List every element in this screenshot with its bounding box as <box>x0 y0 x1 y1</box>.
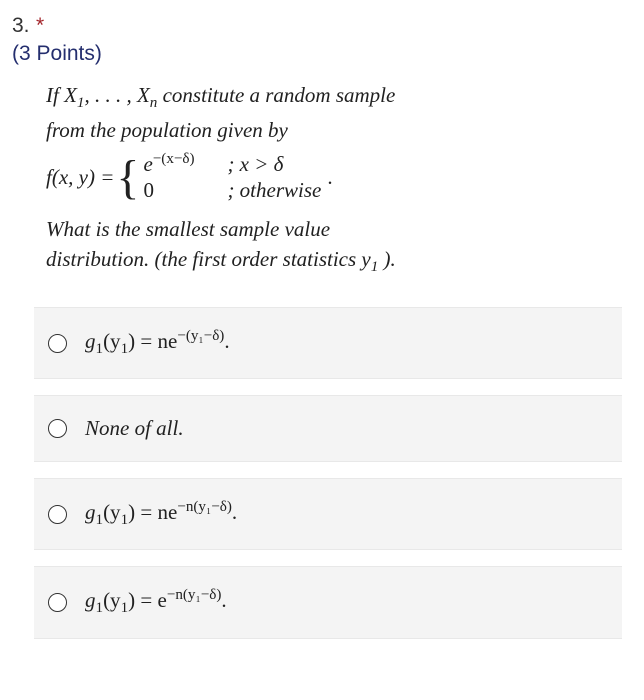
radio-icon[interactable] <box>48 593 67 612</box>
subscript: 1 <box>96 512 104 528</box>
options-list: g1(y1) = ne−(y₁−δ). None of all. g1(y1) … <box>12 307 644 639</box>
radio-icon[interactable] <box>48 334 67 353</box>
exponent: −n(y₁−δ) <box>167 587 222 603</box>
txt: (y <box>103 588 121 612</box>
left-brace-icon: { <box>116 154 139 202</box>
subscript: 1 <box>96 341 104 357</box>
piecewise-cases: e−(x−δ) ; x > δ 0 ; otherwise <box>143 152 321 204</box>
txt: (y <box>103 329 121 353</box>
case-row-2: 0 ; otherwise <box>143 178 321 204</box>
question-points: (3 Points) <box>12 42 644 66</box>
txt: ) = e <box>128 588 167 612</box>
question-body: If X1, . . . , Xn constitute a random sa… <box>12 80 644 279</box>
radio-icon[interactable] <box>48 505 67 524</box>
option-c[interactable]: g1(y1) = ne−n(y₁−δ). <box>34 478 622 550</box>
question-line-5: distribution. (the first order statistic… <box>46 244 624 279</box>
txt: ) = ne <box>128 500 177 524</box>
txt: If X <box>46 83 77 107</box>
txt: . <box>232 500 237 524</box>
question-header: 3. * <box>12 14 644 38</box>
option-c-label: g1(y1) = ne−n(y₁−δ). <box>85 499 237 529</box>
exponent: −(y₁−δ) <box>177 328 224 344</box>
exponent: −(x−δ) <box>153 151 195 167</box>
exponent: −n(y₁−δ) <box>177 499 232 515</box>
txt: ) = ne <box>128 329 177 353</box>
radio-icon[interactable] <box>48 419 67 438</box>
txt: g <box>85 588 96 612</box>
txt: . <box>224 329 229 353</box>
question-number: 3. <box>12 14 30 37</box>
subscript: 1 <box>121 341 129 357</box>
option-d-label: g1(y1) = e−n(y₁−δ). <box>85 587 227 617</box>
txt: . <box>221 588 226 612</box>
txt: g <box>85 500 96 524</box>
case-row-1: e−(x−δ) ; x > δ <box>143 152 321 178</box>
question-line-2: from the population given by <box>46 115 624 145</box>
txt: , . . . , X <box>84 83 149 107</box>
subscript: 1 <box>96 601 104 617</box>
fxy-label: f(x, y) = <box>46 162 114 192</box>
txt: g <box>85 329 96 353</box>
option-b[interactable]: None of all. <box>34 395 622 462</box>
question-line-4: What is the smallest sample value <box>46 214 624 244</box>
equation-period: . <box>327 162 332 192</box>
required-star: * <box>36 14 44 37</box>
txt: constitute a random sample <box>157 83 395 107</box>
txt: e <box>143 152 152 176</box>
case2-value: 0 <box>143 175 223 205</box>
subscript: 1 <box>121 512 129 528</box>
subscript: 1 <box>121 601 129 617</box>
option-b-label: None of all. <box>85 416 184 441</box>
question-line-1: If X1, . . . , Xn constitute a random sa… <box>46 80 624 115</box>
equation-line: f(x, y) = { e−(x−δ) ; x > δ 0 ; otherwis… <box>46 152 333 204</box>
txt: (y <box>103 500 121 524</box>
option-a[interactable]: g1(y1) = ne−(y₁−δ). <box>34 307 622 379</box>
case2-condition: ; otherwise <box>227 175 321 205</box>
txt: ). <box>378 247 396 271</box>
txt: distribution. (the first order statistic… <box>46 247 371 271</box>
option-d[interactable]: g1(y1) = e−n(y₁−δ). <box>34 566 622 638</box>
option-a-label: g1(y1) = ne−(y₁−δ). <box>85 328 230 358</box>
